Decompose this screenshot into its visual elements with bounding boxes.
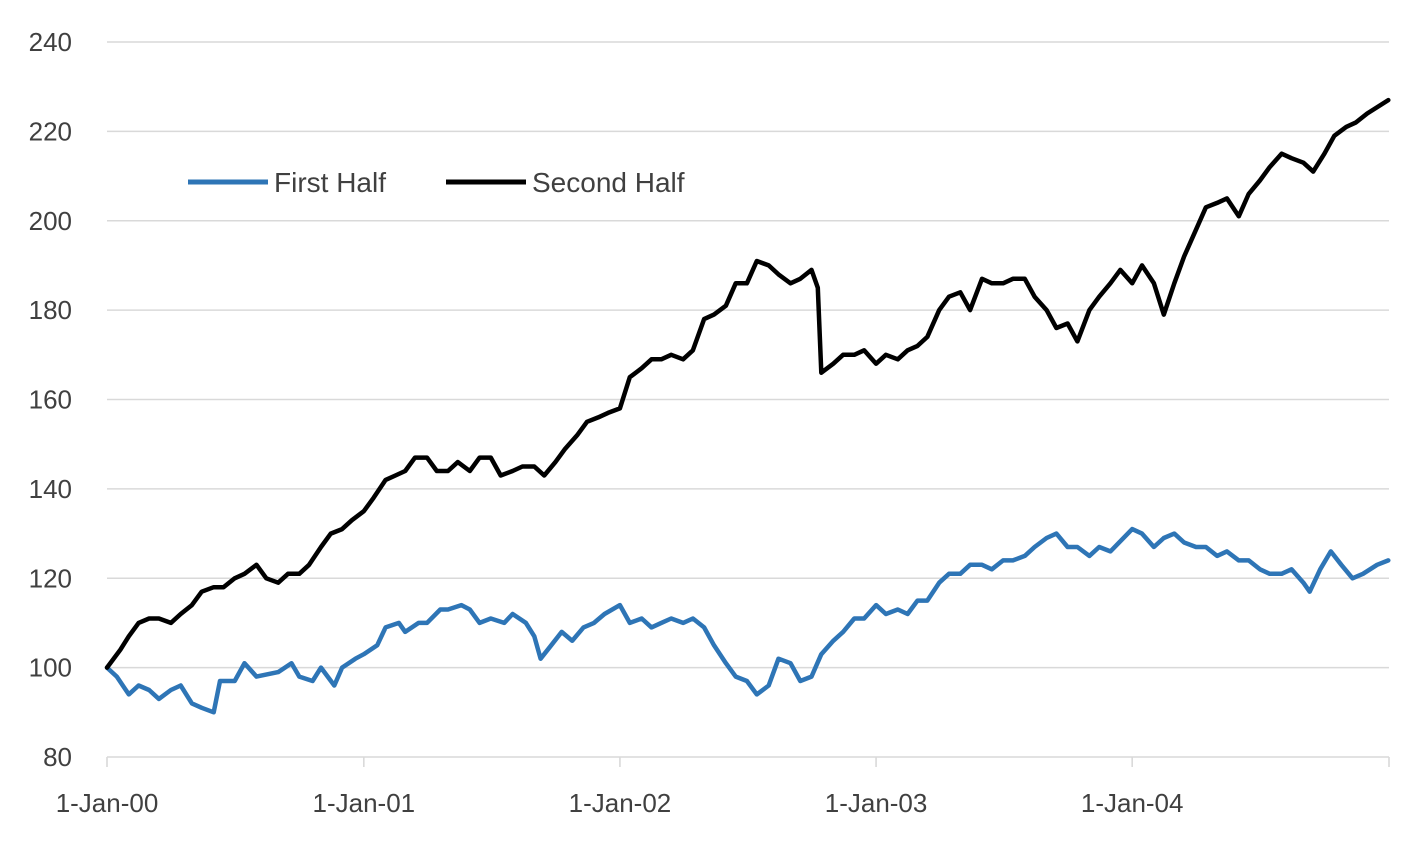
y-tick-label-220: 220 (29, 116, 72, 146)
legend-label-second-half: Second Half (532, 167, 685, 198)
y-tick-label-120: 120 (29, 563, 72, 593)
y-tick-label-180: 180 (29, 295, 72, 325)
y-tick-label-80: 80 (43, 742, 72, 772)
series-line-second-half (104, 97, 1391, 670)
y-tick-label-240: 240 (29, 27, 72, 57)
x-tick-label-1-Jan-04: 1-Jan-04 (1081, 788, 1184, 818)
y-tick-label-200: 200 (29, 206, 72, 236)
series-line-first-half (104, 526, 1391, 715)
y-tick-label-140: 140 (29, 474, 72, 504)
series-lines (104, 97, 1391, 715)
x-tick-label-1-Jan-02: 1-Jan-02 (569, 788, 672, 818)
y-axis-tick-labels: 80 100 120 140 160 180 200 220 240 (29, 27, 72, 772)
x-tick-label-1-Jan-03: 1-Jan-03 (825, 788, 928, 818)
y-tick-label-160: 160 (29, 385, 72, 415)
legend: First Half Second Half (188, 167, 685, 198)
legend-label-first-half: First Half (274, 167, 386, 198)
x-tick-label-1-Jan-00: 1-Jan-00 (56, 788, 159, 818)
gridlines (107, 41, 1389, 758)
x-axis: 1-Jan-00 1-Jan-01 1-Jan-02 1-Jan-03 1-Jan-04 (56, 757, 1390, 818)
x-tick-label-1-Jan-01: 1-Jan-01 (313, 788, 416, 818)
y-tick-label-100: 100 (29, 653, 72, 683)
